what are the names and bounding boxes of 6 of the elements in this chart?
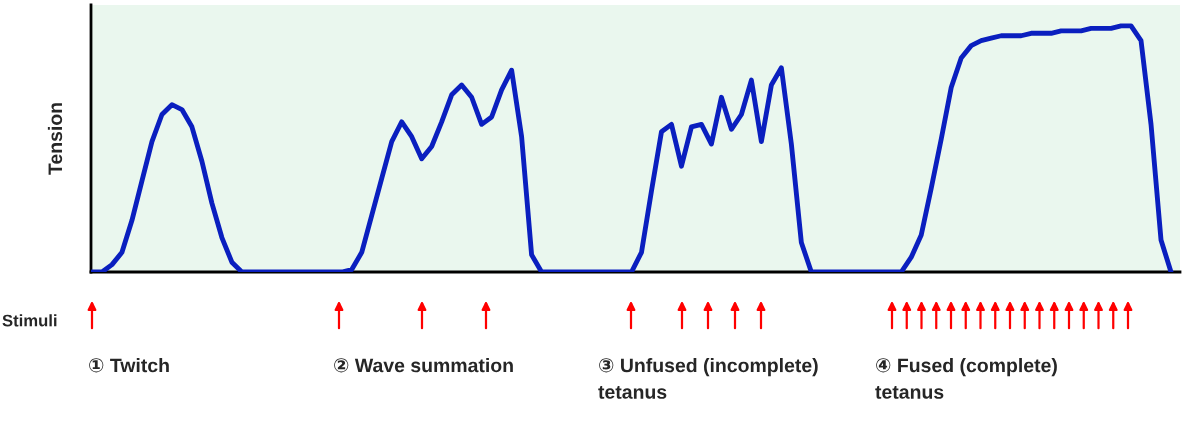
text: ① Twitch [89, 358, 169, 373]
text: ② Wave summation [334, 358, 513, 373]
text: Stimuli [2, 314, 57, 327]
text: ④ Fused (complete) tetanus [875, 358, 1057, 399]
text: ③ Unfused (incomplete) tetanus [598, 358, 818, 399]
y-axis-title: Tension [47, 103, 63, 175]
